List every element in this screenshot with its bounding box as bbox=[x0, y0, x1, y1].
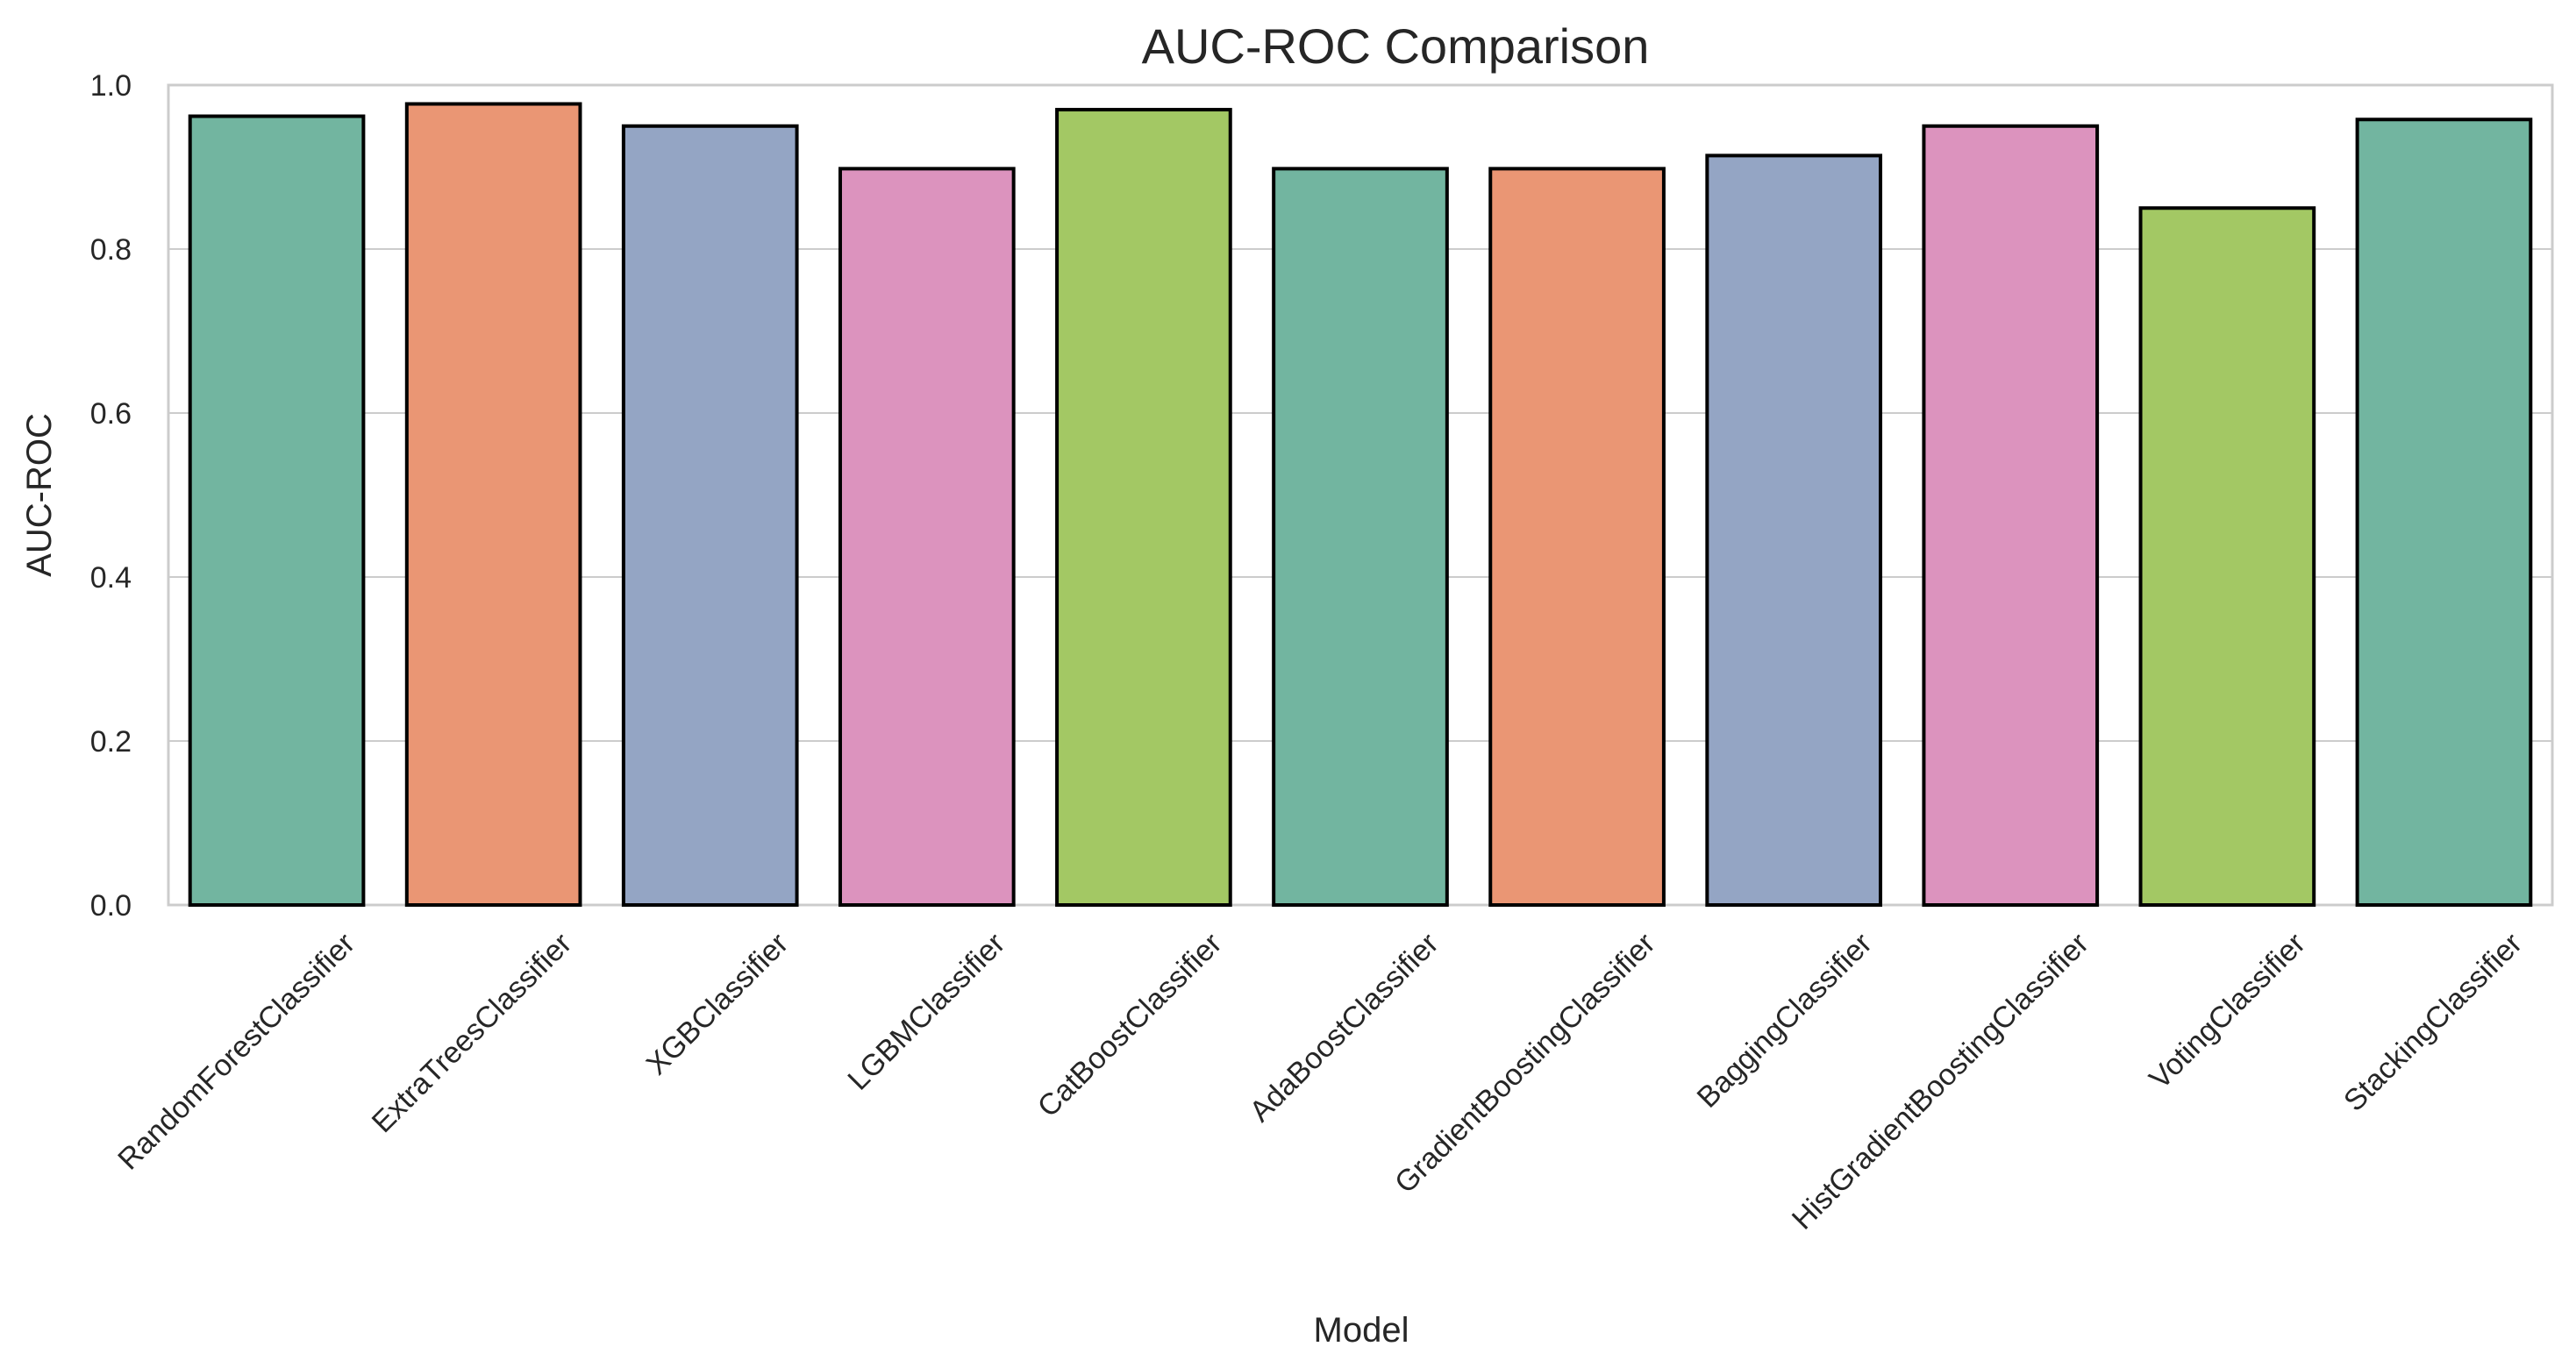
bar-randomforestclassifier bbox=[188, 114, 366, 907]
x-tick-label: AdaBoostClassifier bbox=[1244, 927, 1445, 1129]
y-tick-label: 0.4 bbox=[90, 561, 132, 595]
y-tick-label: 0.0 bbox=[90, 889, 132, 923]
x-tick-labels: RandomForestClassifier ExtraTreesClassifi… bbox=[111, 927, 2529, 1236]
x-tick-label: ExtraTreesClassifier bbox=[366, 927, 578, 1139]
x-tick-label: CatBoostClassifier bbox=[1031, 927, 1229, 1124]
chart-title: AUC-ROC Comparison bbox=[1142, 18, 1650, 74]
y-axis-label: AUC-ROC bbox=[20, 413, 59, 577]
bar-lgbmclassifier bbox=[838, 167, 1016, 907]
x-tick-label: XGBClassifier bbox=[640, 927, 796, 1082]
bar-gradientboostingclassifier bbox=[1488, 167, 1666, 907]
y-tick-label: 0.6 bbox=[90, 397, 132, 431]
x-tick-label: RandomForestClassifier bbox=[111, 927, 361, 1177]
x-tick-label: GradientBoostingClassifier bbox=[1388, 927, 1662, 1201]
y-tick-label: 1.0 bbox=[90, 69, 132, 103]
x-tick-label: VotingClassifier bbox=[2143, 927, 2312, 1096]
bar-catboostclassifier bbox=[1055, 108, 1232, 908]
x-axis-label: Model bbox=[1314, 1311, 1409, 1350]
bar-baggingclassifier bbox=[1705, 153, 1883, 908]
bar-histgradientboostingclassifier bbox=[1922, 124, 2100, 907]
x-tick-label: BaggingClassifier bbox=[1691, 927, 1879, 1115]
bar-votingclassifier bbox=[2138, 206, 2316, 907]
bar-stackingclassifier bbox=[2355, 118, 2533, 907]
y-tick-labels: 0.0 0.2 0.4 0.6 0.8 1.0 bbox=[90, 69, 132, 923]
bar-xgbclassifier bbox=[621, 124, 799, 907]
y-tick-label: 0.2 bbox=[90, 725, 132, 759]
bar-adaboostclassifier bbox=[1272, 167, 1449, 907]
y-tick-label: 0.8 bbox=[90, 233, 132, 267]
x-tick-label: LGBMClassifier bbox=[841, 927, 1011, 1097]
bars-layer bbox=[188, 102, 2533, 908]
bar-extratreesclassifier bbox=[404, 102, 582, 907]
x-tick-label: StackingClassifier bbox=[2337, 927, 2529, 1118]
